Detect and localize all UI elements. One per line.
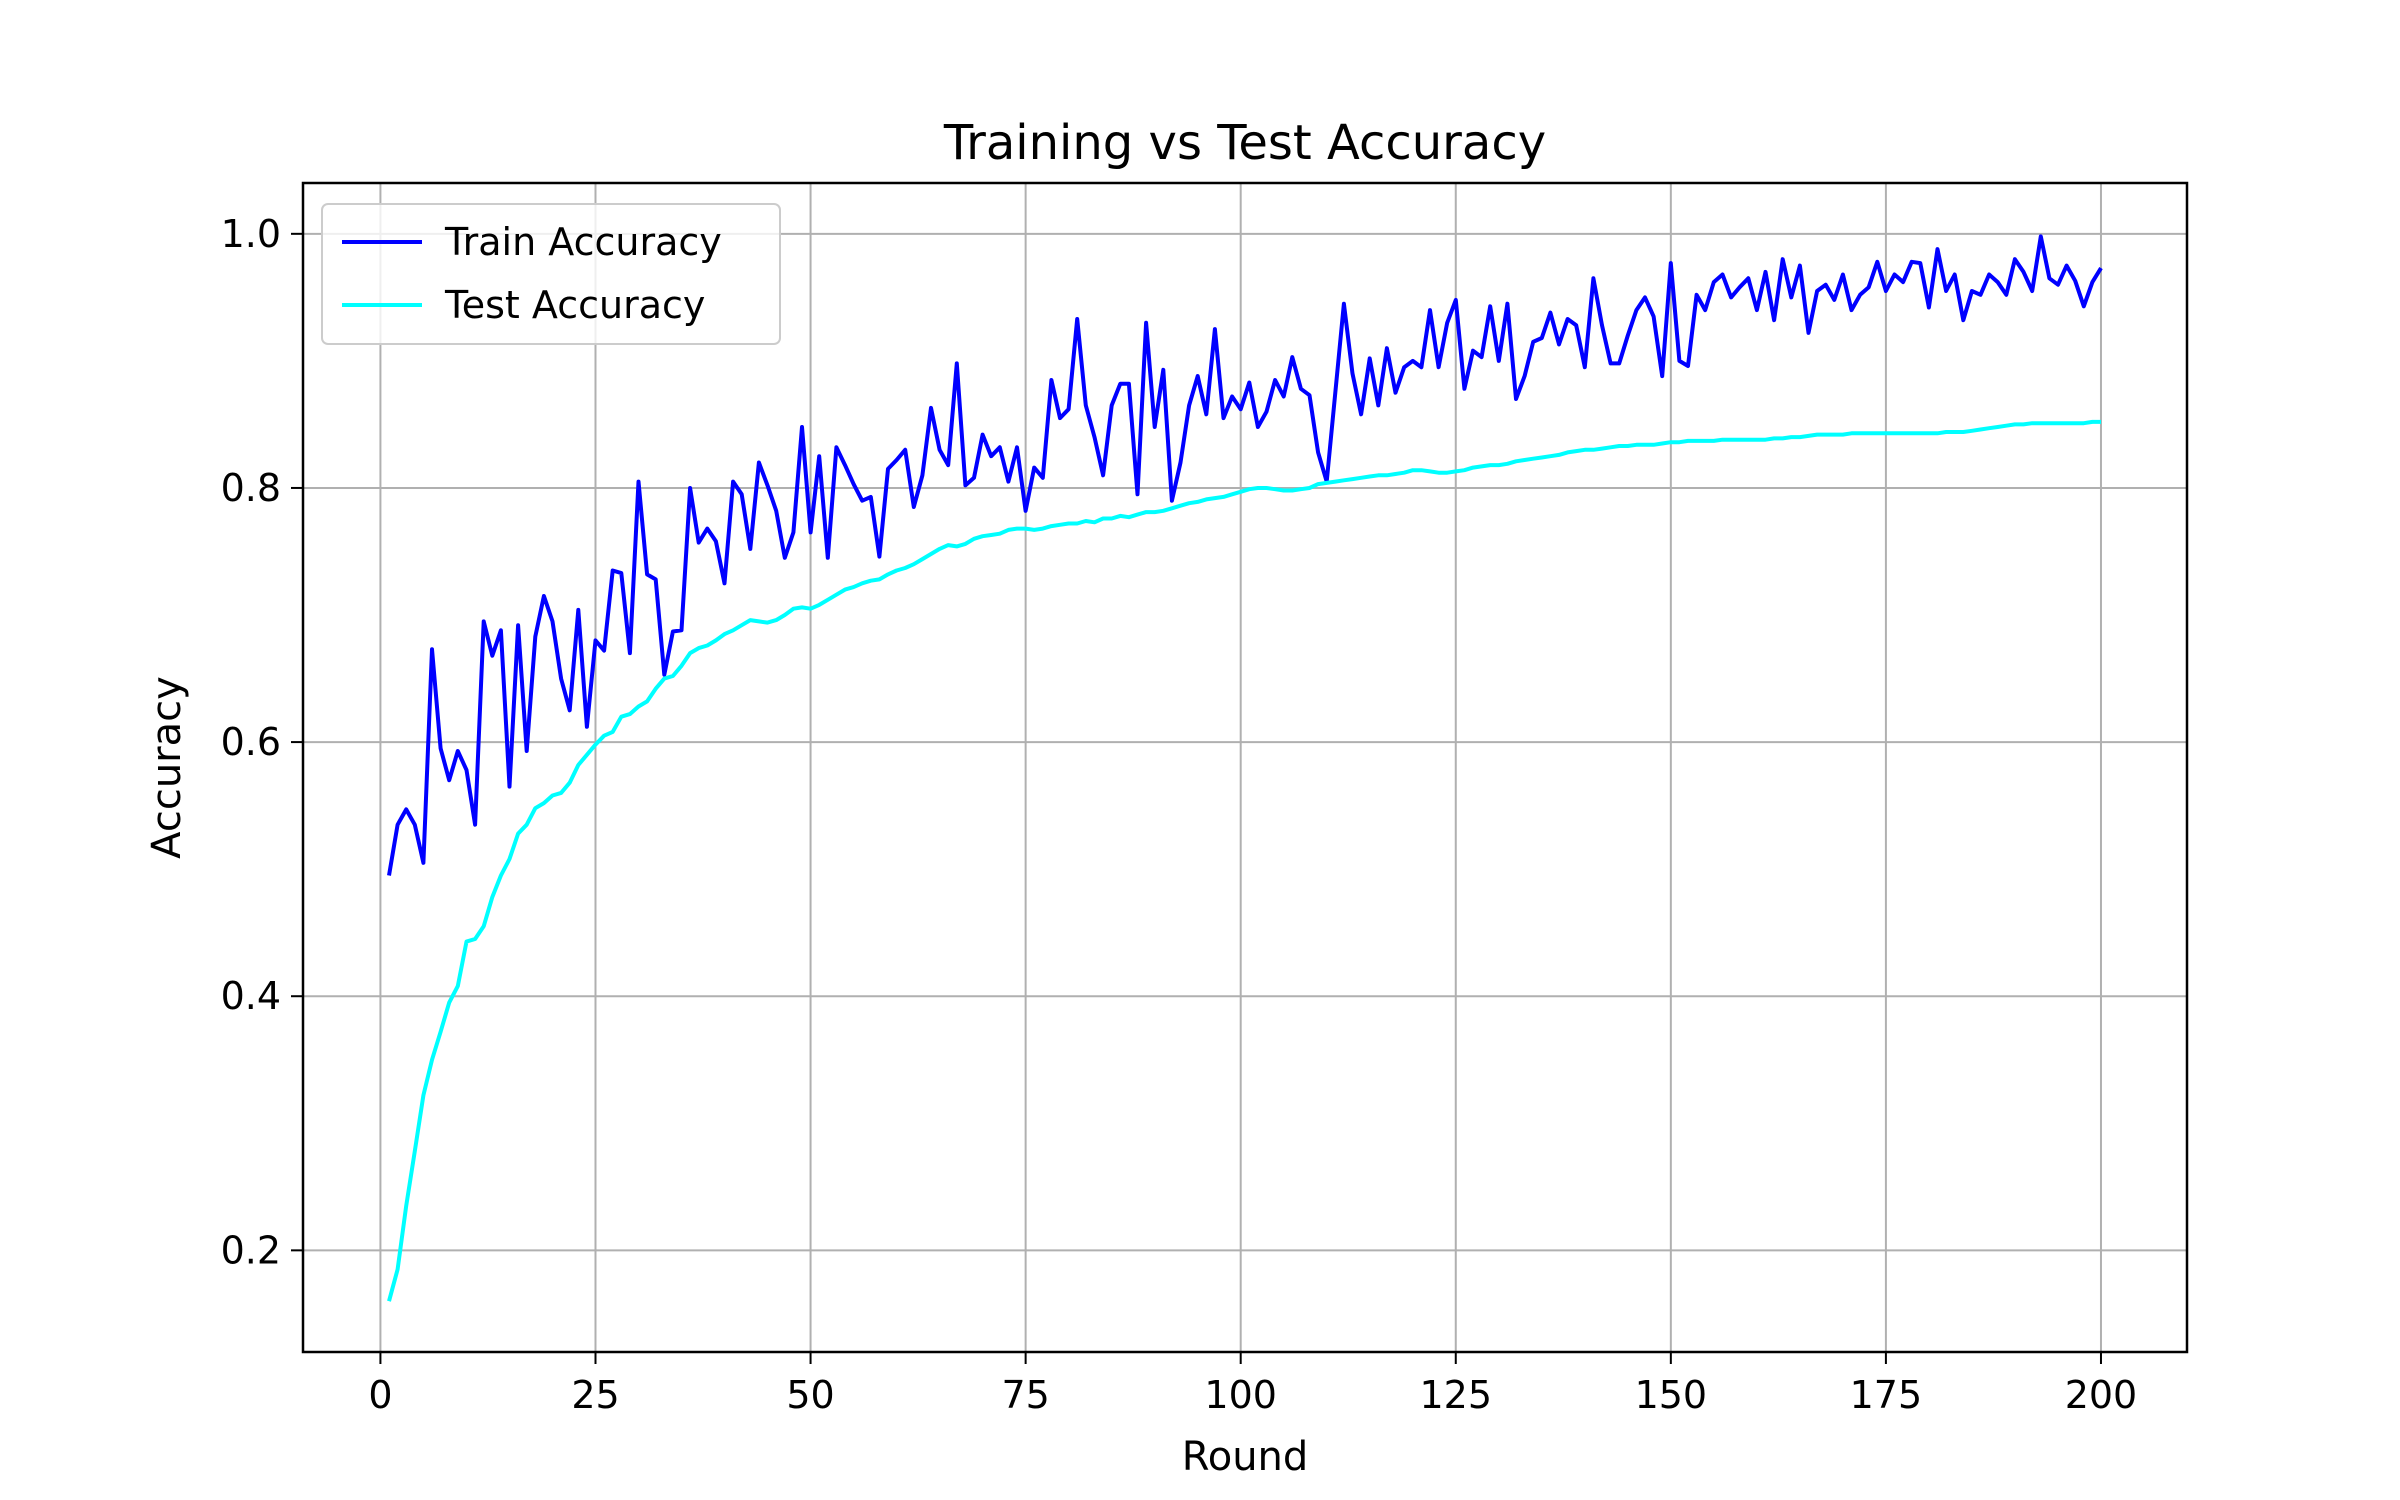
y-axis-label: Accuracy bbox=[144, 676, 190, 859]
legend: Train Accuracy Test Accuracy bbox=[321, 203, 781, 345]
chart-title: Training vs Test Accuracy bbox=[943, 115, 1546, 171]
y-tick-label: 0.2 bbox=[221, 1228, 281, 1272]
x-tick-label: 50 bbox=[786, 1373, 834, 1417]
legend-label: Test Accuracy bbox=[444, 283, 705, 327]
grid bbox=[303, 183, 2187, 1352]
x-tick-label: 200 bbox=[2065, 1373, 2138, 1417]
series-line-0 bbox=[387, 234, 2103, 876]
x-tick-label: 125 bbox=[1420, 1373, 1493, 1417]
x-axis-label: Round bbox=[1182, 1434, 1309, 1480]
x-tick-label: 0 bbox=[368, 1373, 392, 1417]
series-line-1 bbox=[387, 419, 2101, 1302]
plot-frame bbox=[301, 181, 2189, 1354]
series-lines bbox=[387, 234, 2103, 1302]
y-tick-label: 0.4 bbox=[221, 974, 281, 1018]
x-tick-label: 150 bbox=[1635, 1373, 1708, 1417]
y-tick-label: 1.0 bbox=[221, 212, 281, 256]
y-tick-label: 0.8 bbox=[221, 466, 281, 510]
legend-label: Train Accuracy bbox=[444, 220, 722, 264]
y-tick-label: 0.6 bbox=[221, 720, 281, 764]
legend-box bbox=[321, 203, 781, 345]
y-axis-ticks: 0.2 0.4 0.6 0.8 1.0 bbox=[221, 212, 303, 1272]
x-tick-label: 175 bbox=[1850, 1373, 1923, 1417]
x-tick-label: 100 bbox=[1204, 1373, 1277, 1417]
x-tick-label: 75 bbox=[1001, 1373, 1049, 1417]
x-tick-label: 25 bbox=[571, 1373, 619, 1417]
x-axis-ticks: 0 25 50 75 100 125 150 175 200 bbox=[368, 1352, 2137, 1417]
